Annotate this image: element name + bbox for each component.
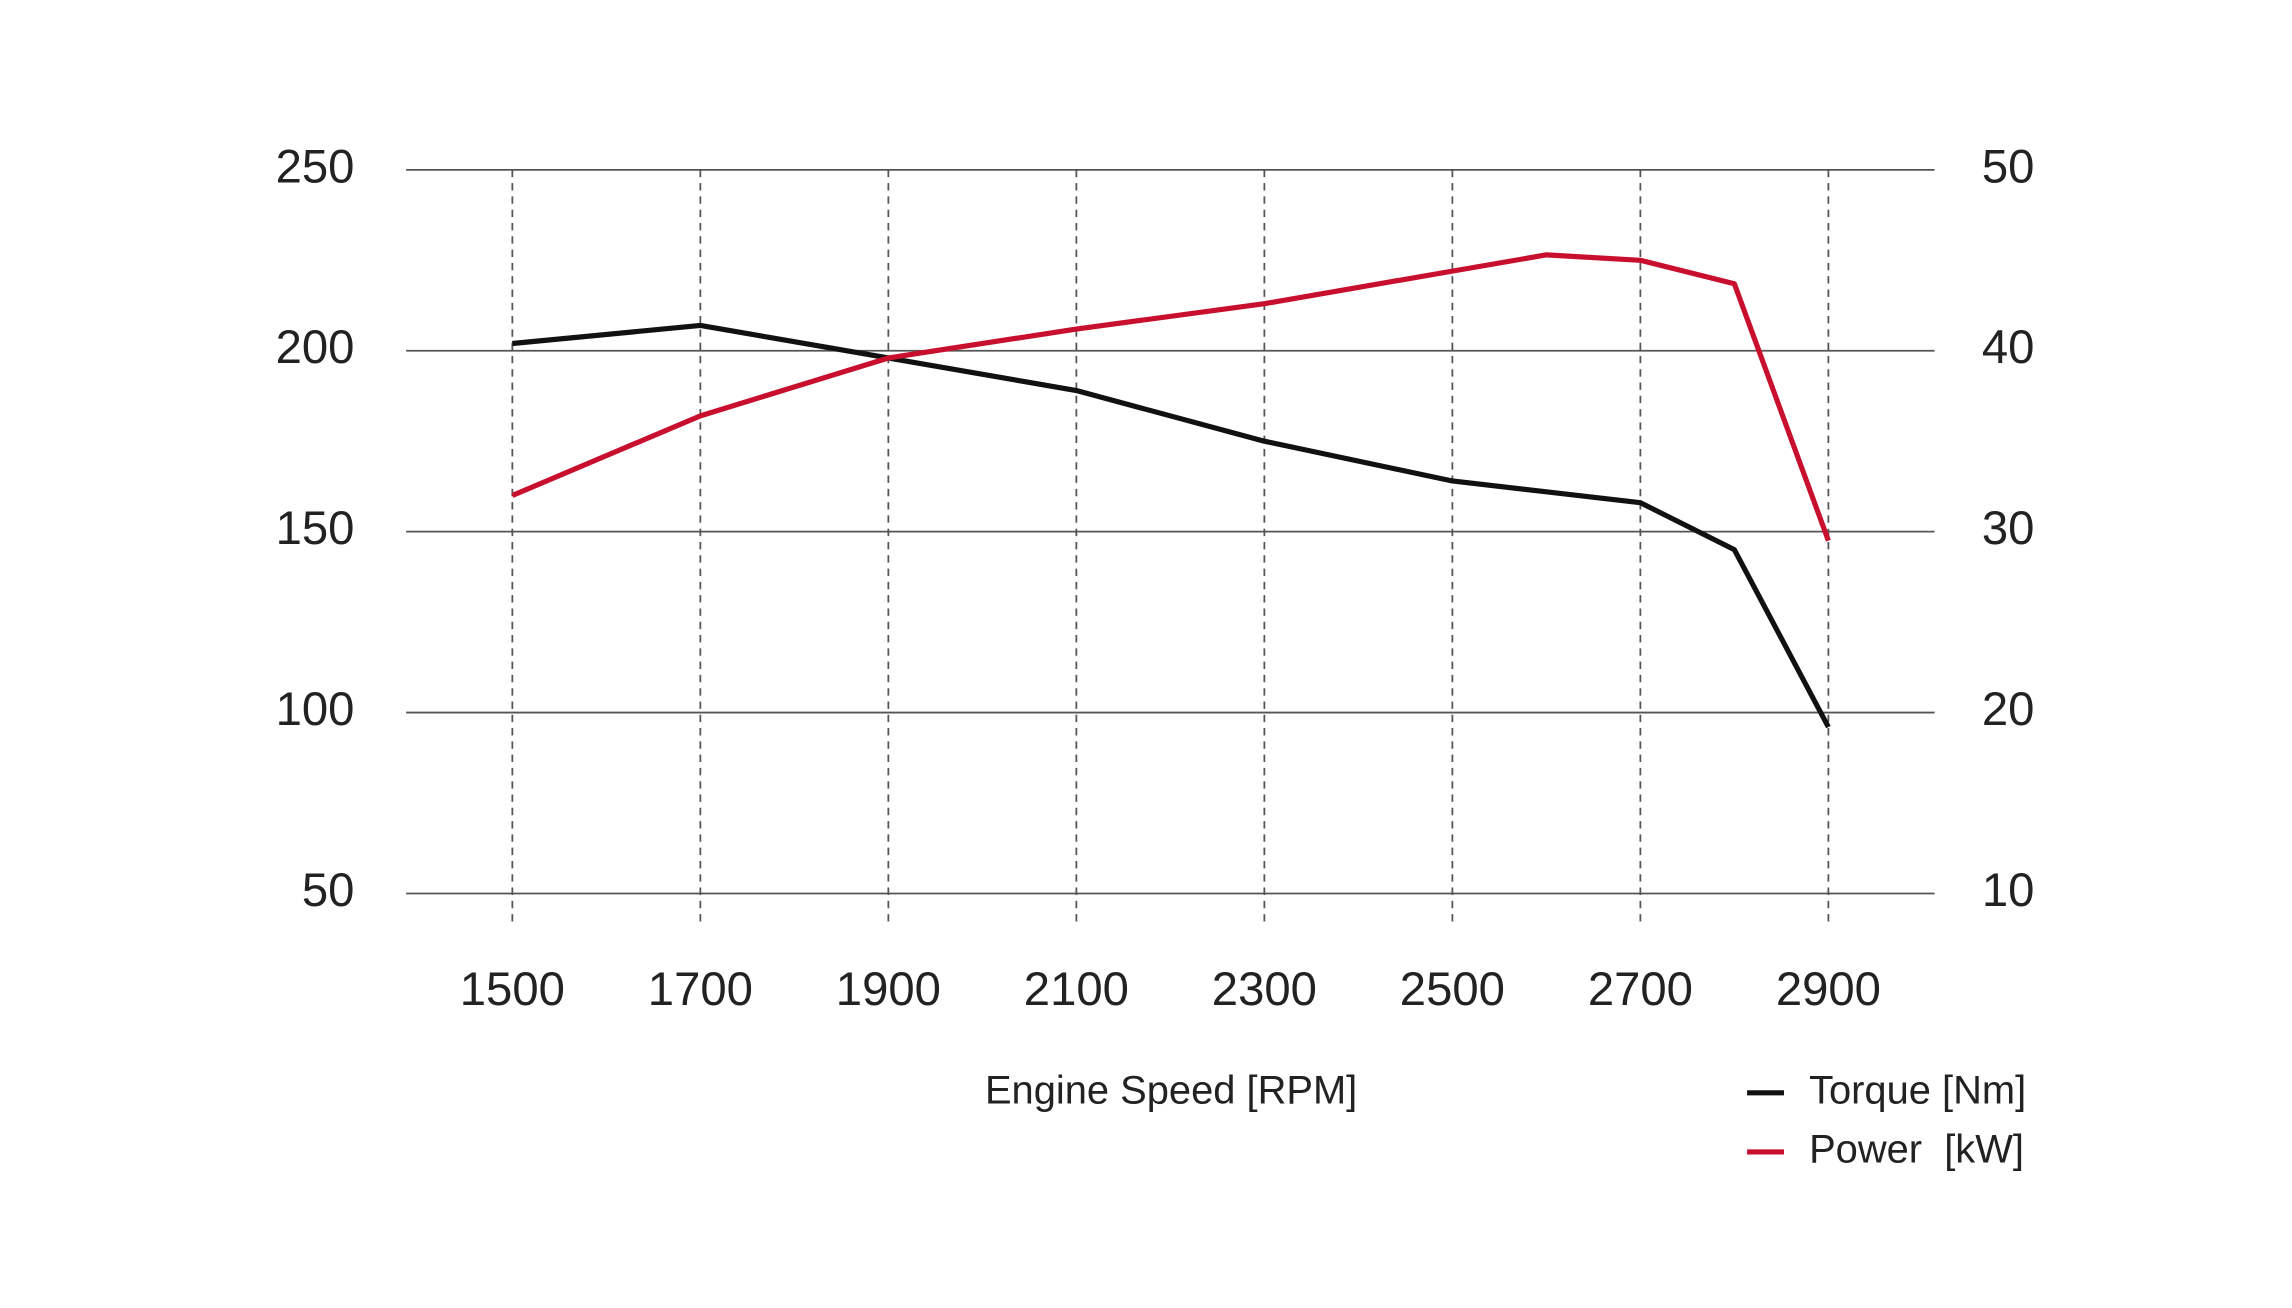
- series-line: [512, 322, 1831, 729]
- x-tick-label: 1500: [460, 963, 565, 1016]
- y2-tick-label: 10: [1982, 864, 2035, 917]
- y-tick-label: 50: [302, 864, 355, 917]
- y2-tick-label: 20: [1982, 683, 2035, 736]
- y-tick-label: 200: [276, 321, 355, 374]
- y-tick-label: 150: [276, 502, 355, 555]
- x-tick-label: 2900: [1776, 963, 1881, 1016]
- y2-tick-label: 40: [1982, 321, 2035, 374]
- legend-label: Power [kW]: [1809, 1127, 2024, 1171]
- legend-label: Torque [Nm]: [1809, 1068, 2026, 1112]
- y-tick-label: 250: [276, 140, 355, 193]
- x-tick-label: 2300: [1212, 963, 1317, 1016]
- x-tick-label: 1700: [648, 963, 753, 1016]
- x-tick-label: 2700: [1588, 963, 1693, 1016]
- y2-tick-label: 30: [1982, 502, 2035, 555]
- x-tick-label: 2500: [1400, 963, 1505, 1016]
- y-tick-label: 100: [276, 683, 355, 736]
- series-line: [511, 252, 1831, 542]
- x-tick-label: 2100: [1024, 963, 1129, 1016]
- y2-tick-label: 50: [1982, 140, 2035, 193]
- x-tick-label: 1900: [836, 963, 941, 1016]
- x-axis-label: Engine Speed [RPM]: [985, 1068, 1357, 1112]
